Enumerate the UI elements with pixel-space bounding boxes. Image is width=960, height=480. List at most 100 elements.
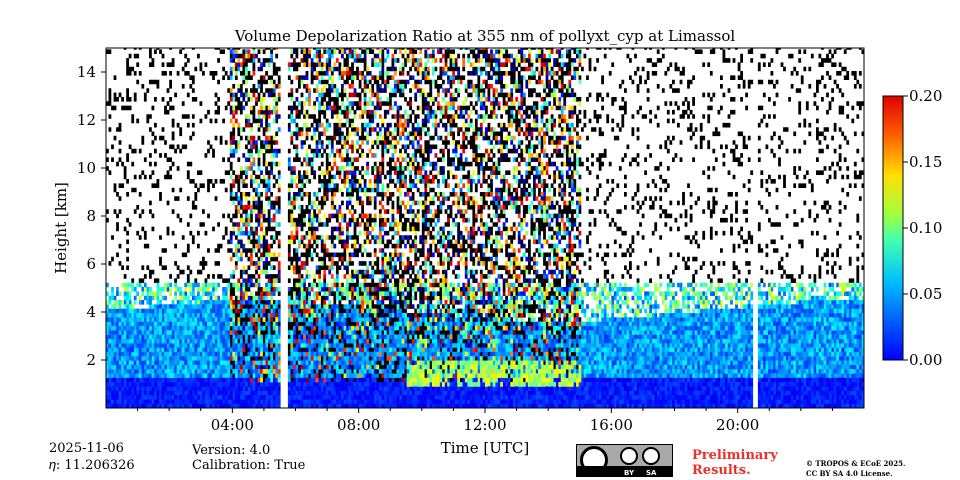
preliminary-note: Preliminary Results. [692, 448, 778, 478]
preliminary-line2: Results. [692, 463, 751, 478]
heatmap-cells [512, 330, 516, 335]
heatmap-cells [239, 369, 243, 374]
heatmap-cells [669, 308, 673, 314]
heatmap-cells [237, 278, 241, 283]
heatmap-cells [378, 230, 382, 236]
heatmap-cells [222, 295, 225, 301]
heatmap-cells [310, 308, 314, 314]
heatmap-cells [467, 287, 471, 292]
heatmap-cells [313, 53, 316, 59]
colorbar-tick-label: 0.00 [909, 351, 942, 369]
heatmap-cells [457, 205, 460, 210]
heatmap-cells [636, 291, 640, 296]
x-tick-label: 20:00 [716, 416, 759, 434]
heatmap-cells [386, 131, 390, 137]
x-axis-label: Time [UTC] [441, 439, 530, 457]
heatmap-cells [381, 157, 385, 162]
heatmap-cells [136, 269, 864, 361]
heatmap-cells [343, 179, 347, 184]
y-tick-label: 14 [77, 63, 96, 81]
heatmap-cells [116, 105, 864, 408]
heatmap-cells [250, 256, 253, 262]
preliminary-line1: Preliminary [692, 448, 778, 463]
y-tick-label: 6 [86, 255, 96, 273]
heatmap-cells [260, 122, 263, 128]
heatmap-cells [366, 364, 369, 370]
heatmap-cells [383, 222, 387, 227]
colorbar-tick-label: 0.10 [909, 219, 942, 237]
heatmap-cells [242, 53, 246, 59]
heatmap-cells [237, 222, 241, 227]
heatmap-cells [315, 317, 319, 322]
sa-icon [642, 447, 660, 465]
heatmap-cells [510, 382, 514, 387]
heatmap-cells [275, 373, 279, 378]
footer-version: Version: 4.0 [192, 443, 271, 458]
heatmap-cells [229, 97, 544, 331]
footer-calibration: Calibration: True [192, 458, 306, 473]
heatmap-cells [255, 97, 258, 102]
license-by-label: BY [624, 469, 635, 477]
heatmap-cells [247, 122, 251, 128]
heatmap-cells [247, 239, 251, 245]
colorbar-ticks: 0.00 0.05 0.10 0.15 0.20 [903, 87, 942, 369]
heatmap-cells [426, 304, 430, 309]
heatmap-cells [318, 364, 321, 370]
heatmap-cells [338, 209, 342, 214]
heatmap-cells [454, 325, 458, 331]
x-tick-label: 12:00 [463, 416, 506, 434]
heatmap-cells [257, 274, 261, 279]
heatmap-cells [510, 369, 514, 374]
x-tick-label: 04:00 [211, 416, 254, 434]
heatmap-cells [431, 356, 435, 361]
cc-license-icon: BY SA [576, 444, 673, 477]
heatmap-cells [543, 295, 546, 301]
heatmap-cells [141, 209, 857, 378]
x-tick-label: 08:00 [337, 416, 380, 434]
heatmap-cells [232, 153, 236, 158]
heatmap-cells [351, 92, 354, 98]
heatmap-cells [426, 377, 430, 383]
heatmap-cells [310, 213, 314, 219]
heatmap-cells [358, 71, 362, 76]
heatmap-cells [305, 308, 309, 314]
heatmap-cells [492, 360, 514, 378]
heatmap-cells [181, 282, 789, 305]
heatmap-cells [444, 114, 448, 119]
heatmap-cells [300, 235, 304, 240]
heatmap-cells [386, 58, 541, 387]
footer-date: 2025-11-06 [49, 441, 124, 456]
footer-eta: 𝜂: 11.206326 [49, 458, 135, 473]
heatmap-cells [457, 196, 460, 201]
heatmap-cells [378, 217, 387, 240]
heatmap-cells [346, 174, 349, 180]
colorbar-tick-label: 0.15 [909, 153, 942, 171]
heatmap-cells [528, 79, 531, 85]
heatmap-cells [106, 179, 860, 408]
copyright-note: © TROPOS & ECoE 2025. CC BY SA 4.0 Licen… [806, 459, 905, 479]
x-axis: 04:00 08:00 12:00 16:00 20:00 [137, 408, 833, 434]
heatmap-cells [530, 131, 534, 137]
heatmap-cells [305, 53, 529, 305]
y-tick-label: 10 [77, 159, 96, 177]
heatmap-cells [459, 360, 471, 374]
heatmap-cells [487, 97, 491, 102]
heatmap-cells [232, 269, 236, 275]
heatmap-cells [106, 377, 862, 408]
heatmap-cells [457, 127, 460, 132]
heatmap-cells [346, 295, 349, 301]
x-tick-label: 16:00 [590, 416, 633, 434]
heatmap-cells [308, 239, 311, 245]
copyright-line1: © TROPOS & ECoE 2025. [806, 459, 906, 468]
heatmap-cells [343, 217, 347, 223]
heatmap-cells [555, 369, 559, 374]
heatmap-cells [131, 304, 135, 309]
chart-title: Volume Depolarization Ratio at 355 nm of… [234, 27, 736, 45]
heatmap-cells [356, 347, 359, 353]
heatmap-cells [540, 200, 544, 206]
heatmap-cells [305, 377, 309, 383]
heatmap-cells [305, 243, 309, 249]
heatmap-cells [459, 209, 463, 214]
heatmap-cells [295, 325, 299, 331]
